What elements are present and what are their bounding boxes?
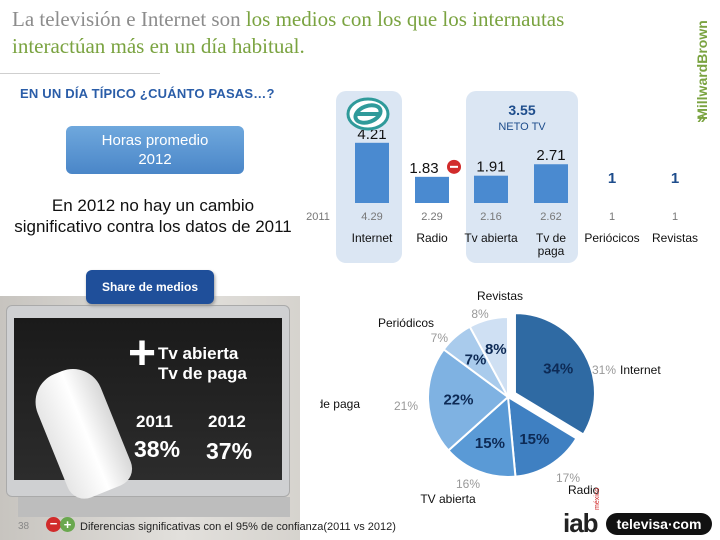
pie-value-2012-6: 8% — [485, 341, 507, 358]
bar-value-2011-2: 2.29 — [421, 211, 442, 223]
share-box: Share de medios — [86, 270, 214, 304]
hours-box-line2: 2012 — [138, 151, 172, 168]
pie-value-2012-5: 7% — [465, 352, 487, 369]
bar-category-label-2: Radio — [416, 231, 448, 245]
pie-value-2011-3: 16% — [456, 477, 480, 491]
pie-value-2011-1: 31% — [592, 363, 616, 377]
pie-slice-2 — [506, 395, 578, 478]
pie-category-label-6: Revistas — [477, 289, 523, 303]
pie-slice-3 — [447, 394, 517, 478]
bar-category-label-4: Tv de — [536, 231, 566, 245]
footnote: Diferencias significativas con el 95% de… — [80, 521, 396, 533]
bar-value-2011-5: 1 — [609, 211, 615, 223]
slide-title: La televisión e Internet son los medios … — [12, 6, 612, 60]
pie-value-2011-4: 21% — [394, 399, 418, 413]
pie-value-2011-6: 8% — [471, 307, 489, 321]
plus-icon: + — [128, 327, 157, 380]
neto-tv-label: NETO TV — [498, 121, 546, 133]
pie-category-label-4: TV de paga — [320, 397, 360, 411]
bar-category-label-3: Tv abierta — [464, 231, 518, 245]
tv-pct-2011: 38% — [134, 436, 181, 462]
pie-value-2012-1: 34% — [543, 361, 573, 378]
bar-category-label-4-line2: paga — [538, 244, 565, 258]
question-heading: EN UN DÍA TÍPICO ¿CUÁNTO PASAS…? — [20, 86, 275, 101]
bar-category-label-1: Internet — [352, 231, 393, 245]
bar-1 — [355, 142, 389, 203]
title-divider — [0, 73, 160, 74]
bar-value-2012-4: 2.71 — [536, 147, 565, 164]
bar-value-2011-4: 2.62 — [540, 211, 561, 223]
significant-increase-icon: + — [60, 517, 75, 532]
pie-category-label-3: TV abierta — [420, 492, 476, 506]
hours-box: Horas promedio 2012 — [66, 126, 244, 174]
pie-value-2012-4: 22% — [443, 391, 473, 408]
hours-box-line1: Horas promedio — [101, 132, 209, 149]
millward-brown-arrow-icon: » — [697, 110, 706, 127]
tv-pct-2012: 37% — [206, 438, 253, 464]
millward-brown-logo: MillwardBrown — [694, 20, 710, 120]
page-number: 38 — [18, 521, 30, 532]
statement-text: En 2012 no hay un cambio significativo c… — [14, 196, 292, 236]
hours-bar-chart: 4.21 4.29 Internet 1.83 2.29 Radio 1.91 2.16 Tv … — [306, 130, 698, 258]
bar-value-2011-1: 4.29 — [361, 211, 382, 223]
title-highlight: los medios con los que los internautas i… — [12, 7, 565, 58]
pie-value-2011-5: 7% — [431, 331, 449, 345]
bar-category-label-5: Periócicos — [584, 231, 639, 245]
pie-value-2011-2: 17% — [556, 471, 580, 485]
tv-line1: Tv abierta — [158, 344, 239, 363]
internet-e-icon — [346, 97, 390, 131]
pie-slice-6 — [468, 315, 509, 398]
pie-value-2012-2: 15% — [519, 431, 549, 448]
bar-2 — [415, 176, 449, 203]
tv-year-2011: 2011 — [136, 412, 173, 431]
tv-year-2012: 2012 — [208, 412, 246, 431]
tv-line2: Tv de paga — [158, 364, 247, 383]
bar-4 — [534, 164, 568, 203]
tv-stand — [18, 497, 290, 517]
bar-value-2011-3: 2.16 — [480, 211, 501, 223]
radio-decrease-icon-bar — [450, 165, 458, 168]
bar-3 — [474, 175, 508, 203]
neto-tv-value: 3.55 — [508, 102, 536, 118]
pie-slice-1 — [513, 312, 596, 436]
bar-value-2012-1: 4.21 — [357, 130, 386, 143]
title-part1: La televisión e Internet son — [12, 7, 246, 31]
bar-value-2011-6: 1 — [672, 211, 678, 223]
bar-value-2012-5: 1 — [608, 170, 616, 187]
bar-value-2012-3: 1.91 — [476, 159, 505, 176]
pie-category-label-1: Internet — [620, 363, 661, 377]
row-label-2011: 2011 — [306, 211, 330, 223]
pie-category-label-2: Radio — [568, 483, 600, 497]
title-end: . — [299, 34, 305, 58]
bar-value-2012-6: 1 — [671, 170, 679, 187]
pie-value-2012-3: 15% — [475, 435, 505, 452]
bar-value-2012-2: 1.83 — [409, 160, 438, 177]
bar-category-label-6: Revistas — [652, 231, 698, 245]
significant-decrease-icon: − — [46, 517, 61, 532]
televisa-logo: televisa·com — [606, 513, 712, 535]
pie-category-label-5: Periódicos — [378, 316, 434, 330]
pie-slice-4 — [427, 347, 510, 452]
iab-logo-sub: méxico — [594, 487, 601, 510]
iab-logo: iab — [563, 508, 599, 538]
